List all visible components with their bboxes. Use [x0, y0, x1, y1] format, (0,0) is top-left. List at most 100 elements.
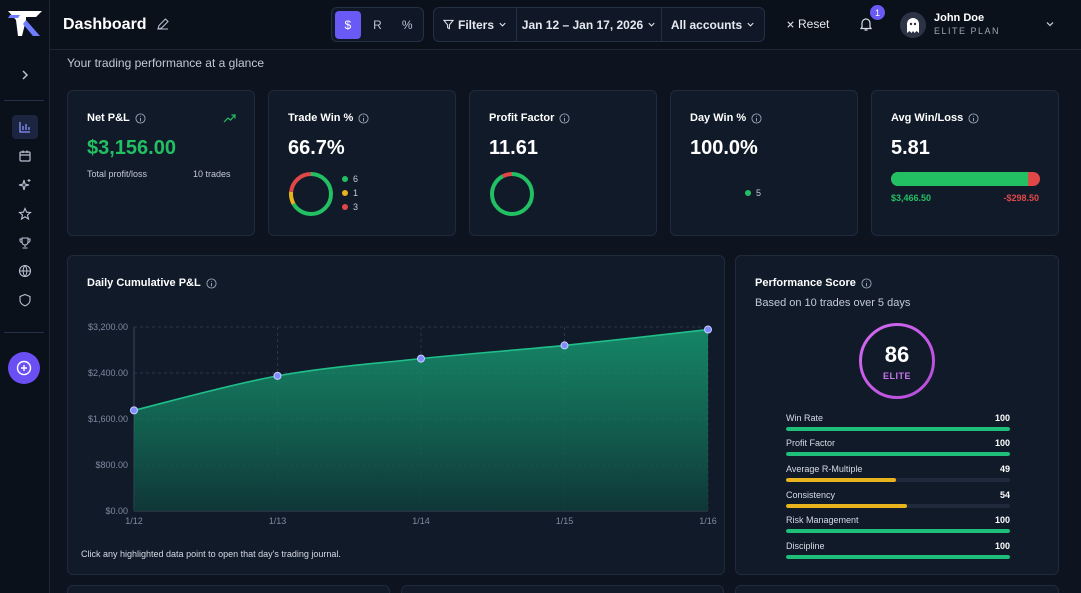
sidebar-item-security[interactable]	[12, 288, 38, 312]
mode-dollar-button[interactable]: $	[335, 10, 361, 39]
info-icon[interactable]	[751, 112, 762, 124]
reset-button[interactable]: Reset	[786, 17, 829, 31]
date-range-label: Jan 12 – Jan 17, 2026	[521, 17, 644, 32]
info-icon[interactable]	[559, 112, 570, 124]
info-icon[interactable]	[968, 112, 979, 124]
metric-fill	[786, 427, 1010, 431]
metric-track	[786, 555, 1010, 559]
info-icon[interactable]	[861, 277, 872, 289]
metric-name: Discipline	[786, 541, 825, 551]
bar-chart-icon	[19, 122, 30, 133]
sidebar-item-achievements[interactable]	[12, 231, 38, 255]
bell-icon[interactable]	[858, 16, 874, 32]
funnel-icon	[442, 19, 454, 30]
add-trade-button[interactable]	[8, 352, 40, 384]
card-title: Daily Cumulative P&L	[87, 277, 217, 289]
metric-row: Consistency 54	[785, 490, 1010, 512]
avg-win-loss-title: Avg Win/Loss	[891, 112, 964, 124]
x-tick-label: 1/14	[412, 516, 430, 526]
pencil-icon[interactable]	[156, 17, 170, 31]
display-mode-toggle: $ R %	[331, 7, 424, 42]
avg-win-amount: $3,466.50	[891, 193, 932, 203]
data-point[interactable]	[560, 341, 569, 350]
chevron-down-icon[interactable]	[1044, 18, 1056, 30]
info-icon[interactable]	[358, 112, 369, 124]
expand-sidebar-button[interactable]	[12, 63, 38, 87]
metric-fill	[786, 529, 1010, 533]
top-header: Dashboard $ R % Filters Jan 12 – Jan 17,…	[50, 0, 1081, 50]
accounts-select[interactable]: All accounts	[662, 8, 764, 41]
metric-name: Average R-Multiple	[786, 464, 863, 474]
trade-win-legend: 6 1 3	[342, 172, 358, 214]
user-name: John Doe	[934, 12, 985, 24]
metric-value: 54	[999, 490, 1010, 500]
sparkles-icon	[18, 179, 31, 191]
info-icon[interactable]	[135, 112, 146, 124]
card-title: Avg Win/Loss	[891, 112, 979, 124]
sidebar-item-calendar[interactable]	[12, 144, 38, 168]
performance-score-card: Performance Score Based on 10 trades ove…	[735, 255, 1059, 575]
chart-title: Daily Cumulative P&L	[87, 277, 201, 289]
metric-fill	[786, 478, 896, 482]
metric-fill	[786, 555, 1010, 559]
trade-win-card: Trade Win % 66.7% 6 1 3	[268, 90, 456, 236]
sidebar-item-insights[interactable]	[12, 173, 38, 197]
performance-title: Performance Score	[755, 277, 856, 289]
legend-losses: 3	[342, 200, 358, 214]
data-point[interactable]	[704, 325, 712, 334]
sidebar-item-markets[interactable]	[12, 259, 38, 283]
avatar[interactable]	[900, 12, 926, 38]
profit-factor-donut	[490, 172, 534, 216]
metric-value: 100	[994, 541, 1010, 551]
filter-bar: Filters Jan 12 – Jan 17, 2026 All accoun…	[433, 7, 765, 42]
sidebar-item-favorites[interactable]	[12, 202, 38, 226]
win-days-count: 5	[756, 188, 762, 198]
page-title: Dashboard	[63, 16, 147, 33]
data-point[interactable]	[417, 354, 425, 363]
data-point[interactable]	[273, 371, 282, 380]
y-tick-label: $3,200.00	[88, 322, 128, 332]
card-title: Performance Score	[755, 277, 872, 289]
star-icon	[18, 207, 32, 221]
sidebar-item-dashboard[interactable]	[12, 115, 38, 139]
filters-button[interactable]: Filters	[434, 8, 517, 41]
metric-name: Win Rate	[786, 413, 824, 423]
bottom-card	[401, 585, 724, 593]
net-pnl-card: Net P&L $3,156.00 Total profit/loss 10 t…	[67, 90, 255, 236]
avg-win-loss-value: 5.81	[891, 137, 930, 159]
shield-icon	[19, 293, 31, 307]
bottom-card	[67, 585, 390, 593]
chevron-down-icon	[499, 22, 506, 27]
metric-track	[786, 504, 1010, 508]
card-title: Profit Factor	[489, 112, 570, 124]
bottom-card	[735, 585, 1059, 593]
trade-win-donut	[289, 172, 333, 216]
ghost-icon	[907, 18, 919, 33]
metric-row: Risk Management 100	[785, 515, 1010, 537]
page-subtitle: Your trading performance at a glance	[67, 56, 265, 70]
metric-track	[786, 452, 1010, 456]
accounts-label: All accounts	[670, 17, 743, 32]
x-tick-label: 1/16	[699, 516, 717, 526]
trophy-icon	[19, 237, 31, 249]
day-win-card: Day Win % 100.0% 5	[670, 90, 858, 236]
mode-r-button[interactable]: R	[373, 17, 382, 32]
data-point[interactable]	[130, 406, 138, 415]
card-title: Trade Win %	[288, 112, 369, 124]
metric-track	[786, 529, 1010, 533]
metric-row: Win Rate 100	[785, 413, 1010, 435]
sidebar	[0, 0, 50, 593]
mode-percent-button[interactable]: %	[401, 17, 413, 32]
app-logo[interactable]	[6, 8, 44, 40]
x-tick-label: 1/12	[125, 516, 143, 526]
win-share-fill	[891, 172, 1029, 186]
filters-label: Filters	[457, 17, 494, 32]
metric-value: 100	[994, 438, 1010, 448]
date-range-select[interactable]: Jan 12 – Jan 17, 2026	[517, 8, 662, 41]
info-icon[interactable]	[206, 277, 217, 289]
metric-value: 49	[999, 464, 1010, 474]
y-tick-label: $1,600.00	[88, 414, 128, 424]
day-win-value: 100.0%	[690, 137, 758, 159]
sidebar-divider	[4, 332, 44, 333]
metric-row: Average R-Multiple 49	[785, 464, 1010, 486]
